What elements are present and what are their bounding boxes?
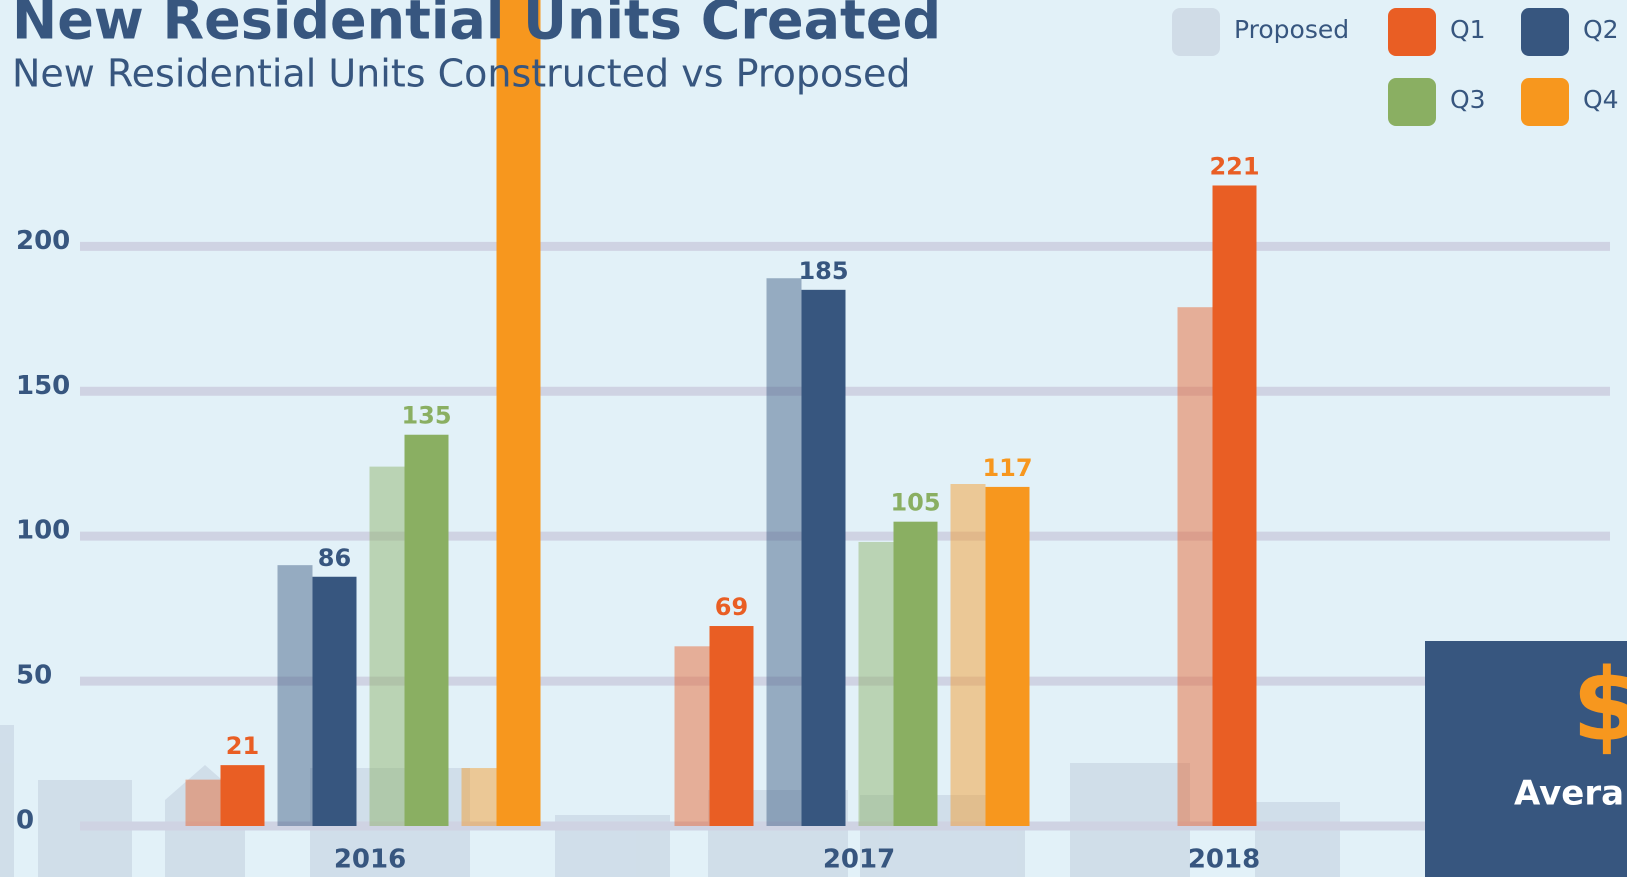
bar [220, 765, 265, 826]
value-label: 221 [1209, 152, 1259, 180]
bar [404, 434, 449, 826]
y-tick-label: 200 [16, 226, 70, 256]
proposed-bar [950, 484, 986, 826]
value-label: 21 [226, 732, 259, 760]
value-label: 105 [890, 489, 940, 517]
chart-subtitle: New Residential Units Constructed vs Pro… [12, 52, 911, 96]
panel-heading: Avera [1514, 774, 1624, 814]
y-tick-label: 50 [16, 661, 52, 691]
legend-label: Q1 [1450, 15, 1486, 44]
bar [312, 576, 357, 826]
legend-swatch [1521, 8, 1569, 56]
bars: 2016 21 86 135 2017 69 185 105 117 2018 221 [185, 0, 1260, 875]
proposed-bar [185, 779, 221, 826]
y-tick-label: 0 [16, 806, 34, 836]
value-label: 135 [401, 402, 451, 430]
value-label: 117 [982, 454, 1032, 482]
value-label: 86 [318, 544, 351, 572]
proposed-bar [858, 541, 894, 826]
value-label: 69 [715, 593, 748, 621]
legend-swatch [1172, 8, 1220, 56]
legend-swatch [1388, 8, 1436, 56]
bar [496, 0, 541, 827]
x-tick-label: 2016 [334, 845, 406, 875]
legend-label: Proposed [1234, 15, 1349, 44]
legend-label: Q2 [1583, 15, 1619, 44]
proposed-bar [461, 768, 497, 826]
panel-icon: $ [1572, 646, 1627, 763]
y-tick-label: 150 [16, 371, 70, 401]
panel-background [1425, 641, 1627, 877]
side-panel: $ Avera [1425, 641, 1627, 877]
bar [1212, 185, 1257, 826]
bar [985, 486, 1030, 826]
chart-title: New Residential Units Created [12, 0, 941, 52]
proposed-bar [1177, 307, 1213, 827]
y-tick-label: 100 [16, 516, 70, 546]
proposed-bar [674, 646, 710, 826]
proposed-bar [766, 278, 802, 826]
x-tick-label: 2017 [823, 845, 895, 875]
legend-label: Q3 [1450, 85, 1486, 114]
bar [801, 289, 846, 826]
legend: Proposed Q1 Q2 Q3 Q4 [1172, 8, 1619, 126]
x-tick-label: 2018 [1188, 845, 1260, 875]
proposed-bar [369, 466, 405, 826]
legend-swatch [1388, 78, 1436, 126]
value-label: 185 [798, 257, 848, 285]
proposed-bar [277, 565, 313, 826]
bar [893, 521, 938, 826]
bar [709, 626, 754, 826]
legend-label: Q4 [1583, 85, 1619, 114]
legend-swatch [1521, 78, 1569, 126]
